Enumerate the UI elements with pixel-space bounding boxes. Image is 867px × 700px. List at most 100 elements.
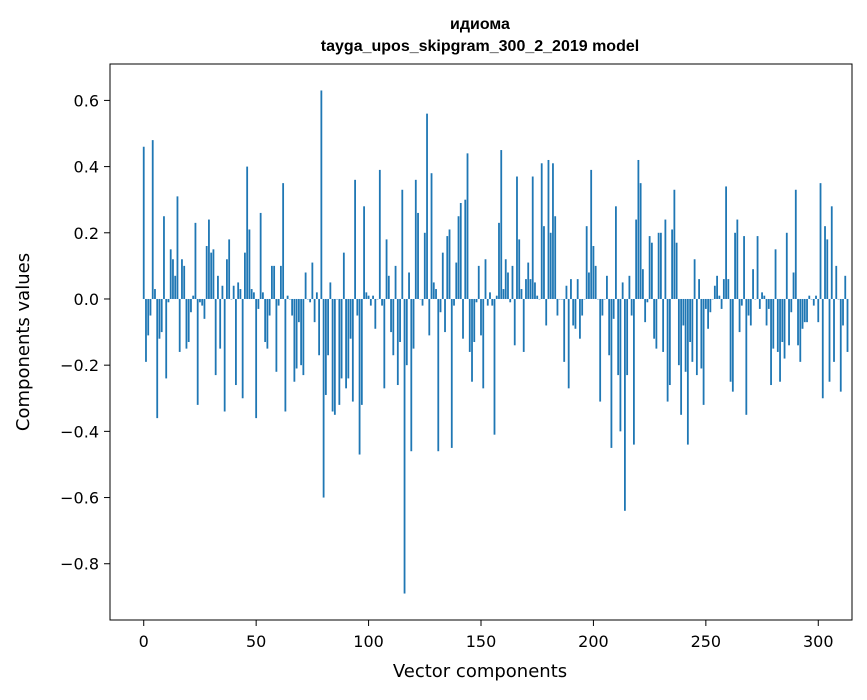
- bar-component-217: [631, 299, 633, 316]
- bar-component-234: [669, 299, 671, 385]
- bar-component-50: [255, 299, 257, 418]
- bar-component-274: [759, 299, 761, 309]
- bar-component-77: [316, 292, 318, 299]
- bar-component-140: [458, 216, 460, 299]
- bar-component-58: [273, 266, 275, 299]
- bar-component-30: [210, 253, 212, 299]
- bar-component-10: [165, 299, 167, 378]
- bar-component-248: [700, 299, 702, 369]
- bar-component-27: [204, 299, 206, 319]
- bar-component-64: [287, 296, 289, 299]
- bar-component-82: [327, 299, 329, 355]
- bar-component-18: [183, 266, 185, 299]
- bar-component-137: [451, 299, 453, 448]
- bar-component-147: [473, 299, 475, 342]
- bar-component-37: [226, 259, 228, 299]
- bar-component-298: [813, 299, 815, 306]
- bar-component-74: [309, 299, 311, 302]
- bar-component-36: [224, 299, 226, 412]
- bar-component-312: [844, 276, 846, 299]
- bar-component-31: [213, 249, 215, 299]
- y-axis-label: Components values: [13, 253, 34, 431]
- bar-component-212: [620, 299, 622, 431]
- bar-component-135: [446, 236, 448, 299]
- bar-component-259: [725, 186, 727, 299]
- bar-component-169: [523, 299, 525, 352]
- bar-component-209: [613, 299, 615, 319]
- bar-component-121: [415, 180, 417, 299]
- bar-component-246: [696, 299, 698, 375]
- bar-component-131: [437, 299, 439, 451]
- chart-title-line-1: идиома: [450, 16, 510, 33]
- bar-component-159: [500, 150, 502, 299]
- bar-component-174: [534, 282, 536, 299]
- bar-component-83: [329, 282, 331, 299]
- bar-component-120: [413, 299, 415, 349]
- bar-component-232: [664, 220, 666, 299]
- bar-component-236: [673, 190, 675, 299]
- bar-component-127: [428, 299, 430, 335]
- bar-component-190: [570, 279, 572, 299]
- bar-component-268: [745, 299, 747, 415]
- bar-component-288: [790, 299, 792, 312]
- bar-component-24: [197, 299, 199, 405]
- bar-component-287: [788, 299, 790, 345]
- bar-component-75: [311, 263, 313, 299]
- bar-component-57: [271, 266, 273, 299]
- bar-component-255: [716, 276, 718, 299]
- x-tick-label-250: 250: [691, 632, 722, 651]
- bar-component-296: [808, 296, 810, 299]
- bar-component-70: [300, 299, 302, 365]
- bar-component-179: [545, 299, 547, 325]
- bar-component-273: [757, 236, 759, 299]
- bar-component-245: [694, 259, 696, 299]
- y-tick-label: −0.2: [60, 356, 99, 375]
- x-tick-label-50: 50: [246, 632, 266, 651]
- bar-component-34: [219, 299, 221, 349]
- bar-component-194: [579, 299, 581, 339]
- bar-component-171: [527, 263, 529, 299]
- bar-component-41: [235, 299, 237, 385]
- bar-component-157: [496, 296, 498, 299]
- bar-component-119: [410, 299, 412, 451]
- bar-component-195: [581, 299, 583, 316]
- bar-component-193: [577, 279, 579, 299]
- bar-component-151: [482, 299, 484, 388]
- bar-component-301: [820, 183, 822, 299]
- bar-component-4: [152, 140, 154, 299]
- bar-component-102: [372, 296, 374, 299]
- bar-component-56: [269, 299, 271, 316]
- bar-component-148: [476, 299, 478, 302]
- bar-component-295: [806, 299, 808, 322]
- bar-component-238: [678, 299, 680, 365]
- bar-component-136: [449, 229, 451, 298]
- bar-component-221: [640, 183, 642, 299]
- bar-component-152: [485, 259, 487, 299]
- bar-component-144: [467, 153, 469, 299]
- bar-component-214: [624, 299, 626, 511]
- bar-component-33: [217, 276, 219, 299]
- bar-component-181: [550, 233, 552, 299]
- bar-component-154: [489, 292, 491, 299]
- bar-component-54: [264, 299, 266, 342]
- x-tick-label-200: 200: [578, 632, 609, 651]
- bar-component-291: [797, 299, 799, 345]
- y-axis-ticks: 0.60.40.20.0−0.2−0.4−0.6−0.8: [60, 91, 110, 573]
- y-tick-label: −0.8: [60, 555, 99, 574]
- bar-component-237: [676, 243, 678, 299]
- chart-title-line-2: tayga_upos_skipgram_300_2_2019 model: [321, 38, 639, 55]
- y-tick-label: 0.4: [74, 158, 99, 177]
- bar-component-284: [781, 299, 783, 342]
- bar-component-307: [833, 299, 835, 362]
- bar-component-229: [658, 233, 660, 299]
- bar-component-163: [509, 299, 511, 302]
- x-tick-label-0: 0: [139, 632, 149, 651]
- y-tick-label: −0.6: [60, 489, 99, 508]
- bar-component-241: [685, 299, 687, 372]
- bar-component-175: [536, 296, 538, 299]
- bar-component-213: [622, 282, 624, 299]
- bar-component-90: [345, 299, 347, 388]
- bar-component-164: [512, 266, 514, 299]
- bar-component-166: [516, 177, 518, 299]
